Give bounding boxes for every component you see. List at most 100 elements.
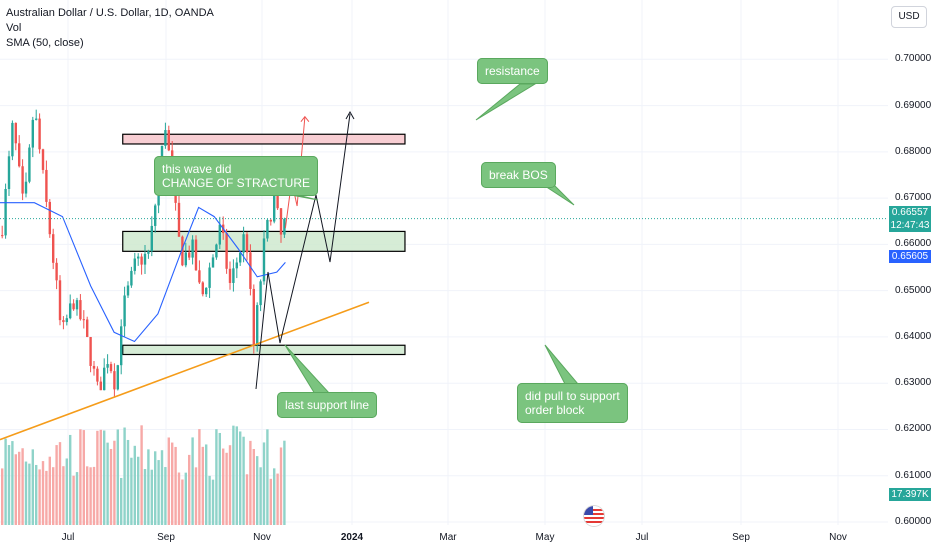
volume-bar <box>92 466 96 525</box>
volume-bar <box>262 442 266 525</box>
callout-pull-to-support[interactable]: did pull to support order block <box>517 383 628 423</box>
volume-bar <box>143 469 147 525</box>
candle-body <box>55 262 58 281</box>
candle-body <box>109 364 113 372</box>
volume-bar <box>72 475 75 525</box>
volume-bar <box>38 469 41 525</box>
volume-bar <box>1 468 4 525</box>
volume-bar <box>126 439 130 525</box>
volume-bar <box>106 442 109 525</box>
symbol-title[interactable]: Australian Dollar / U.S. Dollar, 1D, OAN… <box>6 7 214 19</box>
volume-bar <box>130 457 133 525</box>
candle-body <box>181 236 184 266</box>
candle-body <box>4 189 7 236</box>
candle-body <box>86 319 89 337</box>
volume-bar <box>75 472 79 525</box>
candle-body <box>273 192 276 222</box>
callout-pointer <box>543 185 575 206</box>
callout-change-of-structure[interactable]: this wave did CHANGE OF STRACTURE <box>154 156 319 196</box>
candle-body <box>130 270 133 286</box>
candle-body <box>164 130 167 146</box>
volume-bar <box>167 437 170 525</box>
us-flag-icon[interactable] <box>584 506 604 526</box>
volume-bar <box>269 478 272 525</box>
candle-body <box>239 252 242 263</box>
candle-body <box>198 270 201 283</box>
candle-body <box>72 303 75 310</box>
candle-body <box>205 287 208 295</box>
callout-resistance[interactable]: resistance <box>477 58 548 84</box>
callout-break-bos[interactable]: break BOS <box>481 162 556 188</box>
volume-bar <box>154 451 157 525</box>
volume-bar <box>249 440 252 525</box>
volume-bar <box>137 456 140 525</box>
volume-bar <box>276 473 279 525</box>
volume-bar <box>191 437 194 525</box>
zone-support <box>122 344 406 356</box>
candle-body <box>82 319 85 321</box>
countdown-tag: 12:47:43 <box>889 219 931 232</box>
candle-body <box>126 285 130 296</box>
candle-body <box>11 122 14 157</box>
candle-body <box>235 262 238 269</box>
callout-break-bos-text: break BOS <box>489 168 548 182</box>
volume-bar <box>99 429 102 525</box>
volume-bar <box>218 432 221 525</box>
volume-bar <box>69 434 72 525</box>
candle-body <box>208 267 211 288</box>
candle-body <box>276 192 279 209</box>
sma-legend[interactable]: SMA (50, close) <box>6 37 84 49</box>
currency-button[interactable]: USD <box>891 6 927 28</box>
volume-bar <box>273 468 276 525</box>
candle-body <box>28 147 31 182</box>
candle-body <box>62 320 65 323</box>
volume-bar <box>232 425 235 525</box>
volume-bar <box>160 450 164 525</box>
volume-bar <box>245 474 249 525</box>
price-tick-label: 0.70000 <box>895 53 932 65</box>
candle-body <box>31 119 34 148</box>
price-tick-label: 0.60000 <box>895 516 932 527</box>
price-tick-label: 0.67000 <box>895 192 932 204</box>
volume-bar <box>21 448 24 525</box>
volume-bar <box>24 461 28 525</box>
candle-body <box>262 238 266 282</box>
candle-body <box>256 305 259 345</box>
candle-body <box>283 218 286 235</box>
candle-body <box>92 365 96 369</box>
volume-bar <box>52 467 55 525</box>
volume-bar <box>194 467 198 525</box>
candle-body <box>99 381 102 391</box>
volume-bar <box>7 445 11 525</box>
volume-bar <box>184 472 187 525</box>
volume-bar <box>259 467 262 525</box>
candle-body <box>218 224 221 245</box>
callout-last-support[interactable]: last support line <box>277 392 378 418</box>
volume-bar <box>256 456 259 525</box>
candle-body <box>38 118 41 150</box>
volume-bar <box>208 475 211 525</box>
candle-body <box>150 225 153 252</box>
time-tick-label: Sep <box>157 532 175 543</box>
volume-value-tag: 17.397K <box>889 488 931 501</box>
volume-bar <box>113 440 116 525</box>
time-tick-label: Mar <box>439 532 457 543</box>
volume-bar <box>225 452 228 525</box>
candle-body <box>21 166 24 194</box>
volume-legend[interactable]: Vol <box>6 22 22 34</box>
candle-body <box>269 219 272 222</box>
price-tick-label: 0.66000 <box>895 238 932 250</box>
candle-body <box>201 282 204 295</box>
volume-bar <box>11 441 14 525</box>
volume-bar <box>147 449 150 525</box>
callout-resistance-text: resistance <box>485 64 540 78</box>
volume-bar <box>58 442 62 525</box>
volume-bar <box>188 454 191 525</box>
candle-body <box>120 326 123 366</box>
candle-body <box>14 122 17 144</box>
candle-body <box>123 295 126 327</box>
volume-bar <box>252 449 255 525</box>
candles <box>1 109 286 397</box>
time-tick-label: Nov <box>829 532 847 543</box>
